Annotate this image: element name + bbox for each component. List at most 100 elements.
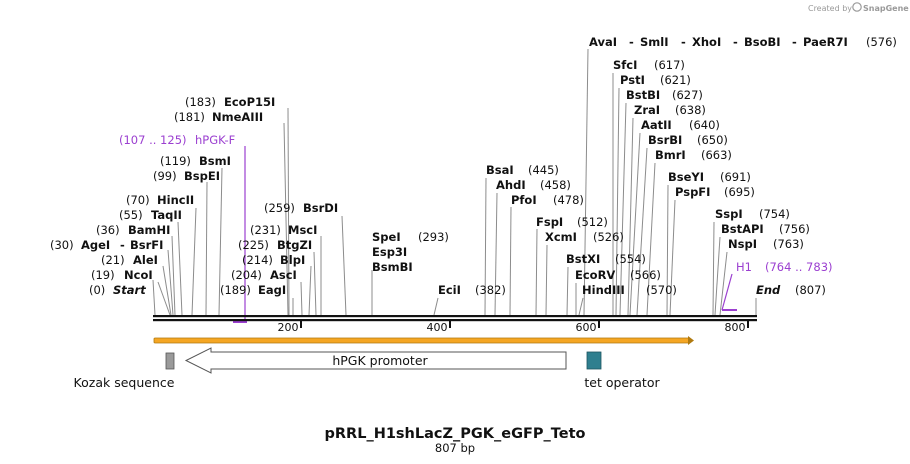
- pspfi-pos: (695): [724, 185, 755, 199]
- bstapi-pos: (756): [779, 222, 810, 236]
- h1-label[interactable]: H1: [736, 260, 752, 274]
- sfci-label[interactable]: SfcI: [613, 58, 637, 72]
- hindiii-pos: (570): [646, 283, 677, 297]
- bstapi-label[interactable]: BstAPI: [721, 222, 764, 236]
- connector-nmeaiii: [283, 122, 289, 316]
- backbone-bottom-strand: [153, 319, 757, 322]
- bseyi-label[interactable]: BseYI: [668, 170, 704, 184]
- site-connectors: [152, 48, 757, 316]
- spei-label[interactable]: SpeI: [372, 230, 401, 244]
- connector-bspei: [205, 181, 208, 316]
- pspfi-label[interactable]: PspFI: [675, 185, 710, 199]
- agei-label[interactable]: AgeI: [81, 238, 110, 252]
- smli-label[interactable]: SmlI: [640, 35, 669, 49]
- h1-range: (764 .. 783): [765, 260, 833, 274]
- kozak-sequence-label: Kozak sequence: [74, 375, 175, 390]
- bseyi-pos: (691): [720, 170, 751, 184]
- bmri-pos: (663): [701, 148, 732, 162]
- asci-label[interactable]: AscI: [270, 268, 297, 282]
- ahdi-label[interactable]: AhdI: [496, 178, 526, 192]
- psti-label[interactable]: PstI: [620, 73, 645, 87]
- nmeaiii-pos: (181): [174, 110, 205, 124]
- sspi-label[interactable]: SspI: [715, 207, 743, 221]
- agei-separator: -: [120, 238, 125, 252]
- xcmi-pos: (526): [593, 230, 624, 244]
- hincii-pos: (70): [126, 193, 150, 207]
- connector-nspi: [719, 251, 728, 316]
- ecorv-label[interactable]: EcoRV: [575, 268, 615, 282]
- esp3i-label[interactable]: Esp3I: [372, 245, 407, 259]
- bsrbi-label[interactable]: BsrBI: [648, 133, 682, 147]
- btgzi-label[interactable]: BtgZI: [277, 238, 312, 252]
- bspei-label[interactable]: BspEI: [184, 169, 220, 183]
- hincii-label[interactable]: HincII: [157, 193, 194, 207]
- bsrdi-label[interactable]: BsrDI: [303, 201, 338, 215]
- nspi-pos: (763): [773, 237, 804, 251]
- bsrfi-label[interactable]: BsrFI: [130, 238, 163, 252]
- aatii-label[interactable]: AatII: [641, 118, 672, 132]
- tick-label-800: 800: [725, 321, 746, 334]
- end-pos: (807): [795, 283, 826, 297]
- sfci-pos: (617): [654, 58, 685, 72]
- bsobi-label[interactable]: BsoBI: [744, 35, 781, 49]
- connector-start: [152, 279, 156, 316]
- fspi-label[interactable]: FspI: [536, 215, 563, 229]
- bstxi-label[interactable]: BstXI: [566, 252, 600, 266]
- bstbi-label[interactable]: BstBI: [626, 88, 660, 102]
- avai-label[interactable]: AvaI: [589, 35, 617, 49]
- hpgk-promoter-label: hPGK promoter: [332, 353, 428, 368]
- connector-aatii: [629, 132, 641, 316]
- ncoi-label[interactable]: NcoI: [124, 268, 153, 282]
- bstxi-pos: (554): [615, 252, 646, 266]
- ecii-pos: (382): [475, 283, 506, 297]
- bsmbi-label[interactable]: BsmBI: [372, 260, 413, 274]
- bmri-label[interactable]: BmrI: [655, 148, 686, 162]
- connector-ecop15i: [287, 107, 290, 316]
- orf-bar: [153, 337, 690, 344]
- ava-group-pos: (576): [866, 35, 897, 49]
- hpgk-f-label[interactable]: hPGK-F: [195, 133, 235, 147]
- asci-pos: (204): [231, 268, 262, 282]
- connector-xcmi: [545, 244, 548, 316]
- backbone-top-strand: [153, 315, 757, 318]
- zrai-label[interactable]: ZraI: [634, 103, 660, 117]
- hindiii-label[interactable]: HindIII: [582, 283, 625, 297]
- ava-separator-1: -: [629, 35, 634, 49]
- xhoi-label[interactable]: XhoI: [692, 35, 721, 49]
- connector-psti: [615, 87, 620, 316]
- tet-operator-box: [586, 351, 602, 370]
- connector-bstbi: [619, 102, 627, 316]
- eagi-label[interactable]: EagI: [258, 283, 286, 297]
- blpi-label[interactable]: BlpI: [280, 253, 305, 267]
- ecii-label[interactable]: EciI: [438, 283, 461, 297]
- alei-label[interactable]: AleI: [133, 253, 158, 267]
- tick-label-200: 200: [278, 321, 299, 334]
- bsmi-label[interactable]: BsmI: [199, 154, 231, 168]
- connector-hindiii: [578, 297, 584, 316]
- bamhi-label[interactable]: BamHI: [128, 223, 170, 237]
- tick-label-600: 600: [576, 321, 597, 334]
- paer7i-label[interactable]: PaeR7I: [803, 35, 848, 49]
- start-pos: (0): [89, 283, 105, 297]
- connector-ncoi: [157, 281, 171, 316]
- connector-asci: [300, 281, 303, 316]
- aatii-pos: (640): [689, 118, 720, 132]
- xcmi-label[interactable]: XcmI: [545, 230, 577, 244]
- connector-pfoi: [509, 206, 512, 316]
- credit-brand: SnapGene: [863, 4, 909, 13]
- blpi-pos: (214): [242, 253, 273, 267]
- ecop15i-label[interactable]: EcoP15I: [224, 95, 275, 109]
- connector-bseyi: [666, 184, 669, 316]
- msci-label[interactable]: MscI: [288, 223, 317, 237]
- nmeaiii-label[interactable]: NmeAIII: [212, 110, 263, 124]
- kozak-sequence-box: [165, 352, 175, 370]
- nspi-label[interactable]: NspI: [728, 237, 757, 251]
- bsrbi-pos: (650): [697, 133, 728, 147]
- bsai-pos: (445): [528, 163, 559, 177]
- eagi-pos: (189): [220, 283, 251, 297]
- bsai-label[interactable]: BsaI: [486, 163, 514, 177]
- bspei-pos: (99): [153, 169, 177, 183]
- pfoi-label[interactable]: PfoI: [511, 193, 537, 207]
- taqii-label[interactable]: TaqII: [151, 208, 182, 222]
